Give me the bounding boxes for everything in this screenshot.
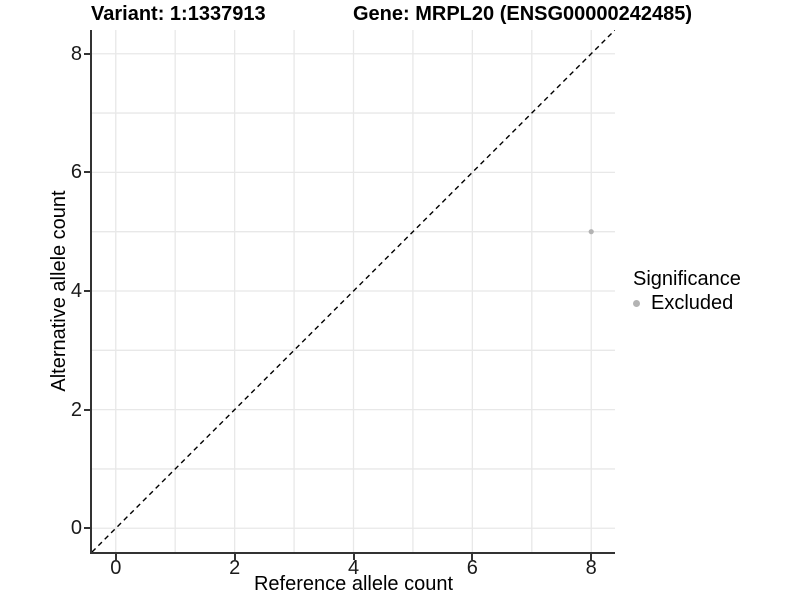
legend-title: Significance bbox=[633, 268, 741, 290]
legend-point-icon bbox=[633, 299, 640, 307]
y-tick-label: 0 bbox=[70, 517, 82, 540]
legend-key bbox=[633, 299, 651, 307]
x-tick-mark bbox=[590, 554, 593, 560]
x-tick-label: 8 bbox=[585, 557, 597, 579]
y-axis-title: Alternative allele count bbox=[48, 190, 70, 392]
y-tick-label: 6 bbox=[70, 161, 82, 184]
y-tick-mark bbox=[84, 527, 90, 530]
variant-title: Variant: 1:1337913 bbox=[91, 3, 266, 25]
identity-line bbox=[92, 30, 615, 552]
x-tick-mark bbox=[352, 554, 355, 560]
data-point bbox=[588, 229, 594, 235]
y-tick-label: 8 bbox=[70, 42, 82, 65]
x-tick-label: 4 bbox=[347, 557, 360, 579]
y-tick-label: 4 bbox=[70, 280, 82, 302]
y-tick-mark bbox=[84, 290, 90, 292]
legend-item-label: Excluded bbox=[651, 292, 734, 314]
plot-area-svg bbox=[92, 30, 615, 552]
x-tick-mark bbox=[471, 554, 474, 560]
y-tick-label: 2 bbox=[70, 398, 82, 421]
x-tick-mark bbox=[114, 554, 117, 560]
plot-panel bbox=[90, 30, 615, 554]
x-tick-mark bbox=[233, 554, 236, 560]
x-tick-label: 6 bbox=[466, 557, 478, 579]
legend-item-excluded: Excluded bbox=[633, 292, 741, 314]
legend: Significance Excluded bbox=[633, 268, 741, 314]
y-tick-mark bbox=[84, 171, 90, 174]
x-axis-title: Reference allele count bbox=[253, 573, 453, 595]
x-tick-label: 0 bbox=[110, 557, 122, 579]
gene-title: Gene: MRPL20 (ENSG00000242485) bbox=[353, 3, 693, 25]
x-tick-label: 2 bbox=[229, 557, 241, 579]
y-tick-mark bbox=[84, 52, 90, 55]
y-tick-mark bbox=[84, 408, 90, 411]
